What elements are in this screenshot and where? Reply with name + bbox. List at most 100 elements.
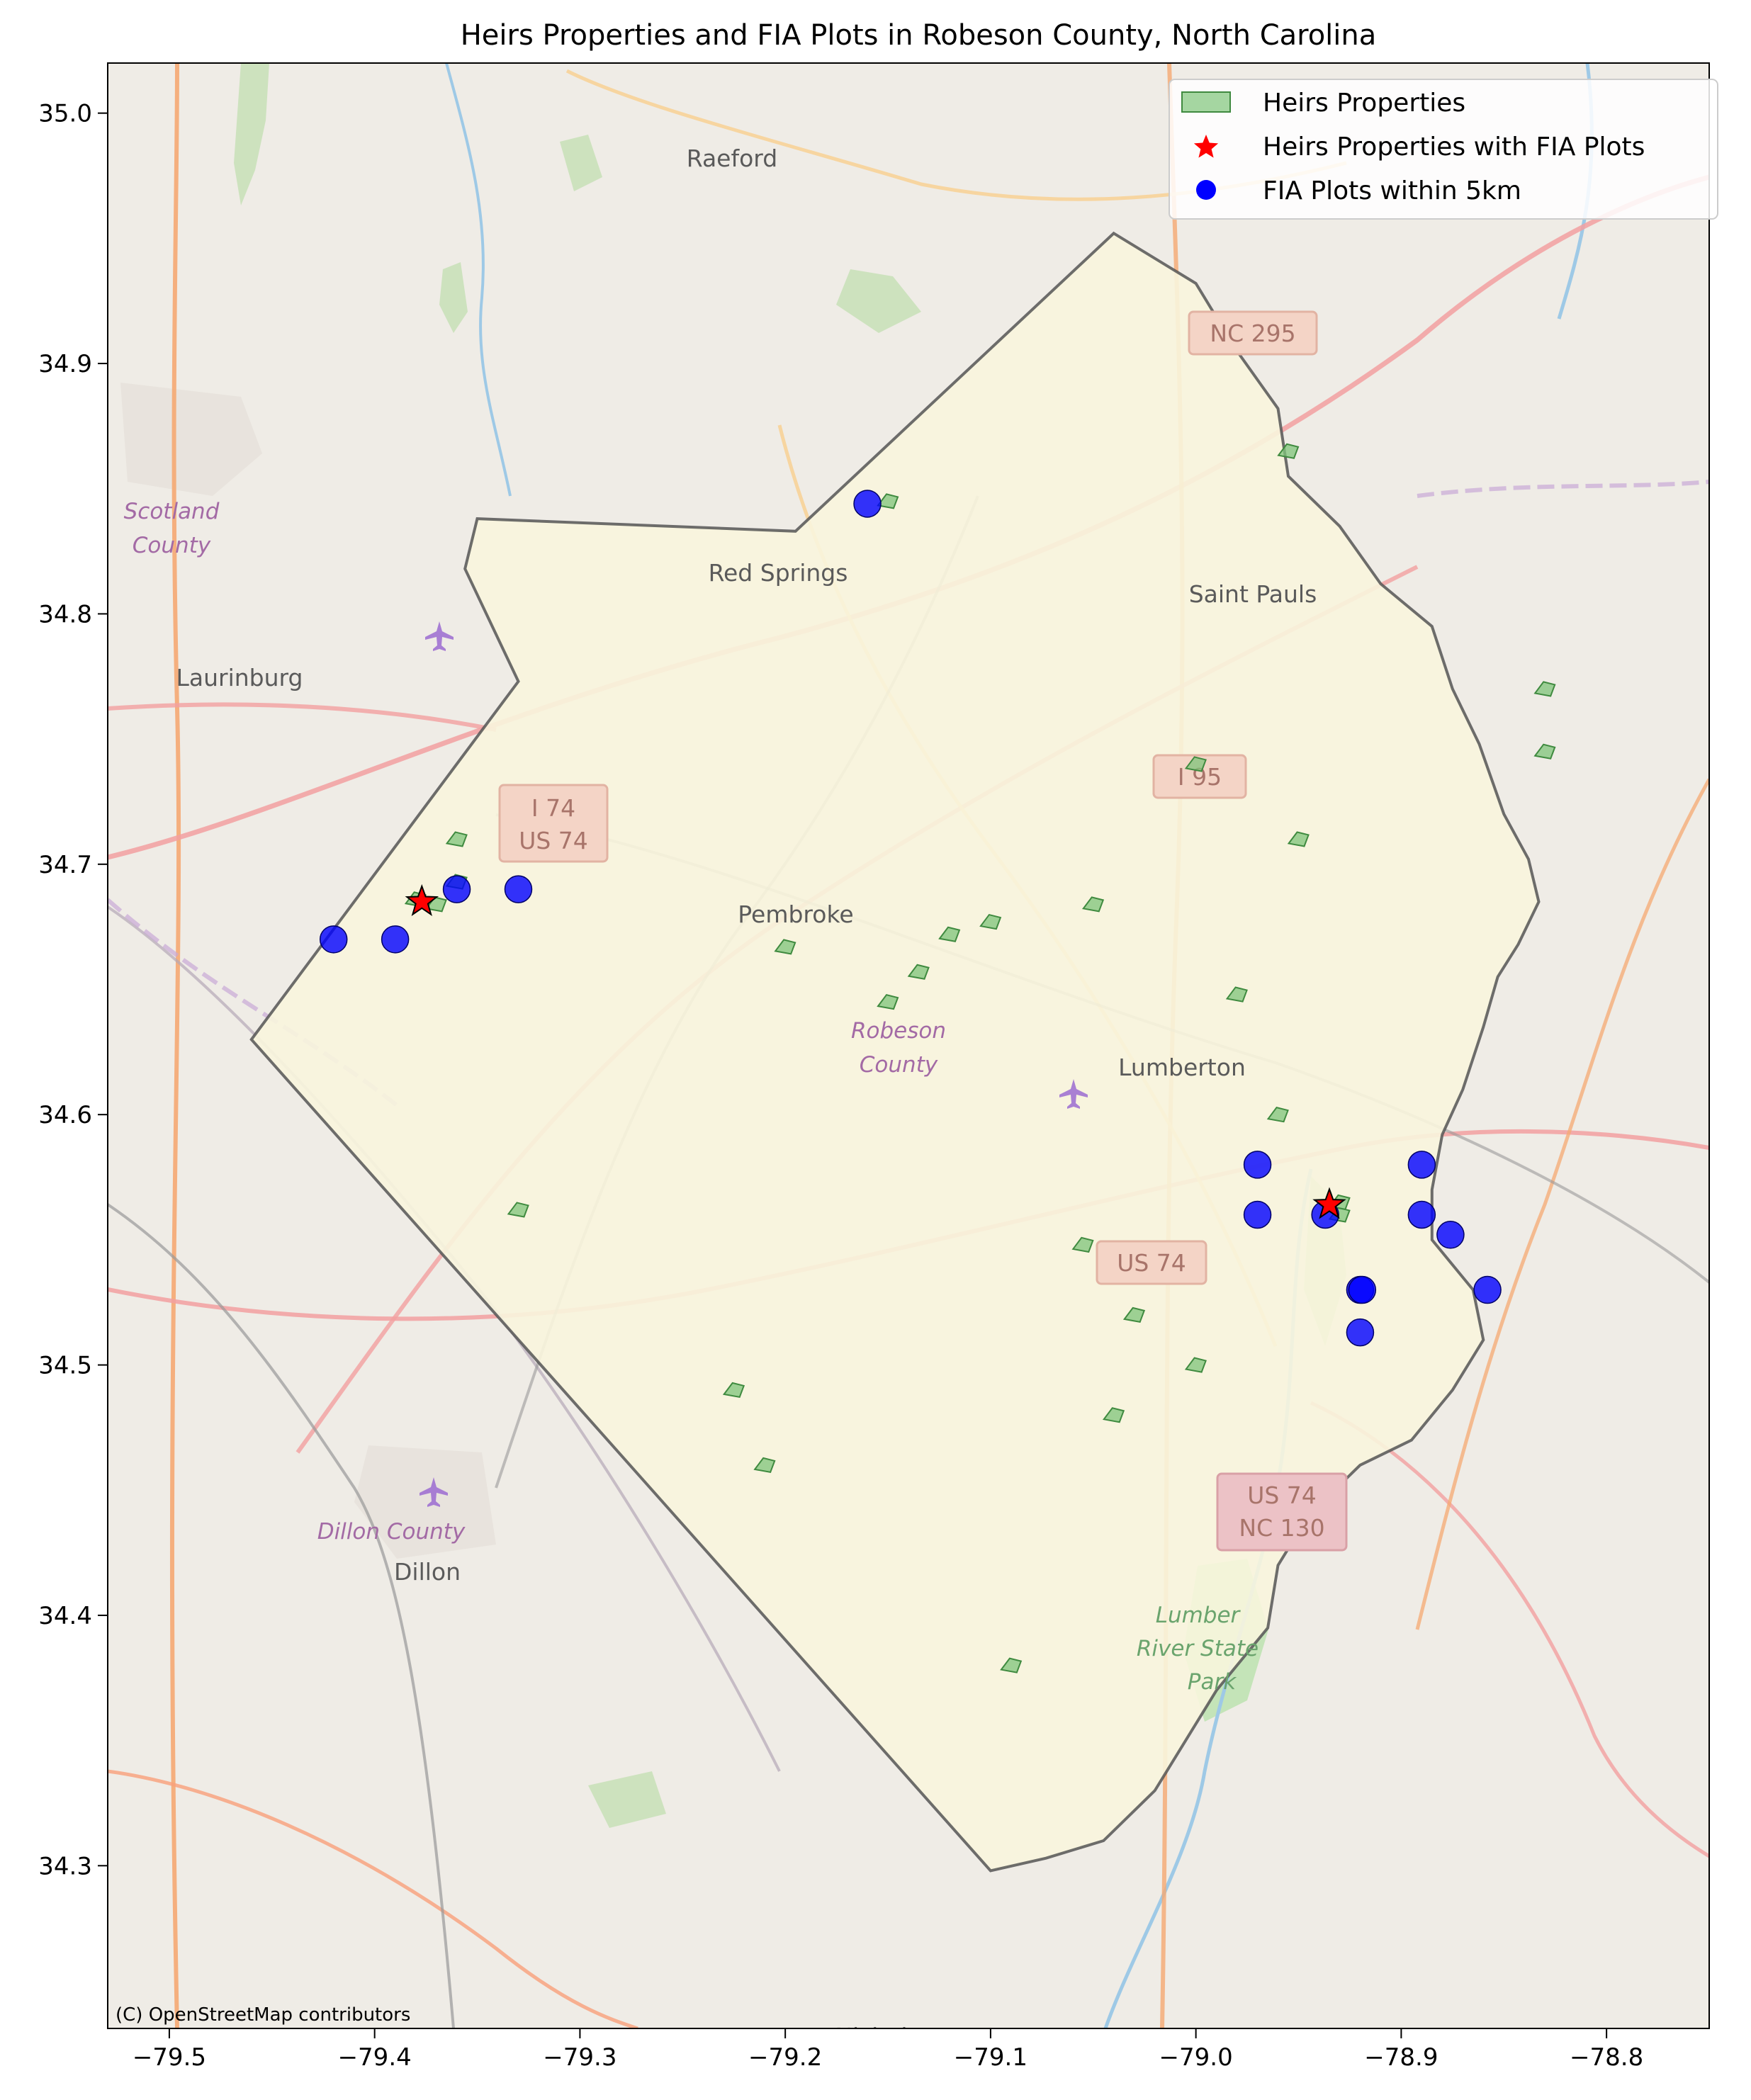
- heirs-property-parcel: [1225, 986, 1248, 1003]
- heirs-property-parcel: [507, 1202, 529, 1218]
- heirs-property-parcel: [1266, 1107, 1289, 1123]
- place-label-red-springs: Red Springs: [709, 559, 848, 587]
- fia-plot-marker: [504, 875, 533, 903]
- fia-plot-marker: [1346, 1318, 1375, 1347]
- legend-heirs-swatch: [1181, 91, 1231, 113]
- park-area: [234, 63, 269, 205]
- park-area: [560, 135, 602, 191]
- fia-plot-marker: [1436, 1221, 1465, 1249]
- place-label-saint-pauls: Saint Pauls: [1189, 580, 1317, 608]
- heirs-property-parcel: [1287, 831, 1310, 847]
- map-axes: Raeford Red Springs Saint Pauls Laurinbu…: [108, 63, 1709, 2050]
- heirs-property-parcel: [877, 493, 899, 509]
- place-label-scotland-county: Scotland: [124, 499, 220, 524]
- river: [445, 63, 512, 497]
- x-tick-label: −79.5: [133, 2043, 206, 2072]
- y-tick-label: 35.0: [38, 100, 92, 128]
- heirs-property-parcel: [1184, 1357, 1207, 1373]
- airport-markers: [420, 621, 1088, 1507]
- shield-i95: I 95: [1152, 754, 1247, 799]
- highway-shields: NC 295 I 74 US 74 I 95 US 74 US 74 NC 13…: [498, 310, 1348, 1552]
- legend-fia-label: FIA Plots within 5km: [1263, 176, 1521, 205]
- place-label-scotland-county-2: County: [133, 533, 211, 558]
- map-frame: [107, 62, 1710, 2029]
- heirs-properties-layer: [404, 443, 1556, 1673]
- place-label-lumberton: Lumberton: [1118, 1054, 1246, 1081]
- place-label-dillon: Dillon: [394, 1558, 461, 1586]
- shield-us74: US 74: [1096, 1240, 1207, 1285]
- heirs-fia-star: [1312, 1187, 1346, 1219]
- heirs-property-parcel: [1277, 443, 1300, 459]
- fia-plot-marker: [319, 925, 348, 954]
- heirs-property-parcel: [1122, 1306, 1146, 1323]
- heirs-with-fia-layer: [405, 884, 1346, 1219]
- svg-text:NC 295: NC 295: [1210, 320, 1295, 347]
- x-tick-label: −79.2: [748, 2043, 822, 2072]
- county-outline: [249, 231, 1541, 1873]
- road-minor: [108, 1769, 638, 2028]
- heirs-property-parcel: [1081, 896, 1105, 913]
- park-area: [836, 269, 921, 333]
- svg-text:US 74: US 74: [1247, 1481, 1317, 1509]
- x-axis: −79.5 −79.4 −79.3 −79.2 −79.1 −79.0 −78.9 −78.8: [133, 2028, 1643, 2072]
- fia-plot-marker: [1407, 1151, 1436, 1179]
- shield-i74-us74: I 74 US 74: [498, 784, 609, 863]
- map-title: Heirs Properties and FIA Plots in Robeso…: [461, 19, 1377, 52]
- svg-text:NC 130: NC 130: [1239, 1514, 1324, 1542]
- heirs-property-parcel: [1000, 1657, 1023, 1673]
- place-label-lumber-river-park: Lumber: [1156, 1603, 1242, 1628]
- urban-area: [120, 383, 262, 496]
- legend-fia-icon: [1196, 180, 1216, 200]
- heirs-property-parcel: [938, 926, 961, 942]
- urban-area: [354, 1445, 496, 1559]
- place-label-dillon-county: Dillon County: [317, 1519, 466, 1545]
- road-minor: [1310, 1401, 1709, 1858]
- heirs-property-parcel: [1533, 743, 1556, 760]
- heirs-property-parcel: [979, 913, 1002, 930]
- road-minor: [1415, 778, 1709, 1630]
- airport-icon: [1059, 1079, 1088, 1109]
- y-tick-label: 34.5: [38, 1352, 92, 1380]
- fia-plot-marker: [853, 490, 882, 518]
- legend-star-icon: [1193, 135, 1219, 158]
- park-area: [439, 262, 468, 333]
- heirs-property-parcel: [877, 994, 899, 1010]
- heirs-property-parcel: [722, 1382, 745, 1399]
- heirs-property-parcel: [1184, 756, 1207, 772]
- heirs-property-parcel: [774, 939, 796, 955]
- place-label-pembroke: Pembroke: [738, 901, 853, 928]
- x-tick-label: −78.9: [1364, 2043, 1438, 2072]
- legend-heirs-fia-label: Heirs Properties with FIA Plots: [1263, 132, 1645, 162]
- fia-plot-marker: [1473, 1275, 1502, 1304]
- park-area: [588, 1771, 666, 1828]
- place-label-laurinburg: Laurinburg: [176, 664, 303, 691]
- fia-plot-marker: [1243, 1151, 1272, 1179]
- x-tick-label: −79.0: [1159, 2043, 1233, 2072]
- legend-heirs-label: Heirs Properties: [1263, 89, 1465, 118]
- y-tick-label: 34.4: [38, 1602, 92, 1630]
- place-label-nichols: Nichols: [835, 2023, 919, 2050]
- y-tick-label: 34.9: [38, 350, 92, 378]
- place-label-raeford: Raeford: [687, 145, 777, 172]
- x-tick-label: −79.4: [338, 2043, 412, 2072]
- heirs-property-parcel: [445, 831, 468, 847]
- fia-plot-marker: [381, 925, 410, 954]
- fia-plot-marker: [1348, 1275, 1377, 1304]
- place-label-lumber-river-park-2: River State: [1137, 1636, 1259, 1661]
- heirs-property-parcel: [1533, 681, 1556, 697]
- road-major: [108, 702, 497, 732]
- y-tick-label: 34.8: [38, 600, 92, 628]
- heirs-fia-star: [405, 884, 439, 916]
- map-attribution: (C) OpenStreetMap contributors: [116, 2004, 410, 2026]
- y-tick-label: 34.7: [38, 851, 92, 879]
- airport-icon: [420, 1477, 448, 1507]
- heirs-property-parcel: [907, 964, 930, 980]
- fia-plot-marker: [1243, 1200, 1272, 1229]
- svg-text:US 74: US 74: [1117, 1249, 1186, 1277]
- map-place-labels: Raeford Red Springs Saint Pauls Laurinbu…: [124, 145, 1317, 2050]
- airport-icon: [425, 621, 454, 651]
- x-tick-label: −79.1: [954, 2043, 1027, 2072]
- state-boundary: [1417, 480, 1709, 498]
- shield-nc295: NC 295: [1188, 310, 1318, 356]
